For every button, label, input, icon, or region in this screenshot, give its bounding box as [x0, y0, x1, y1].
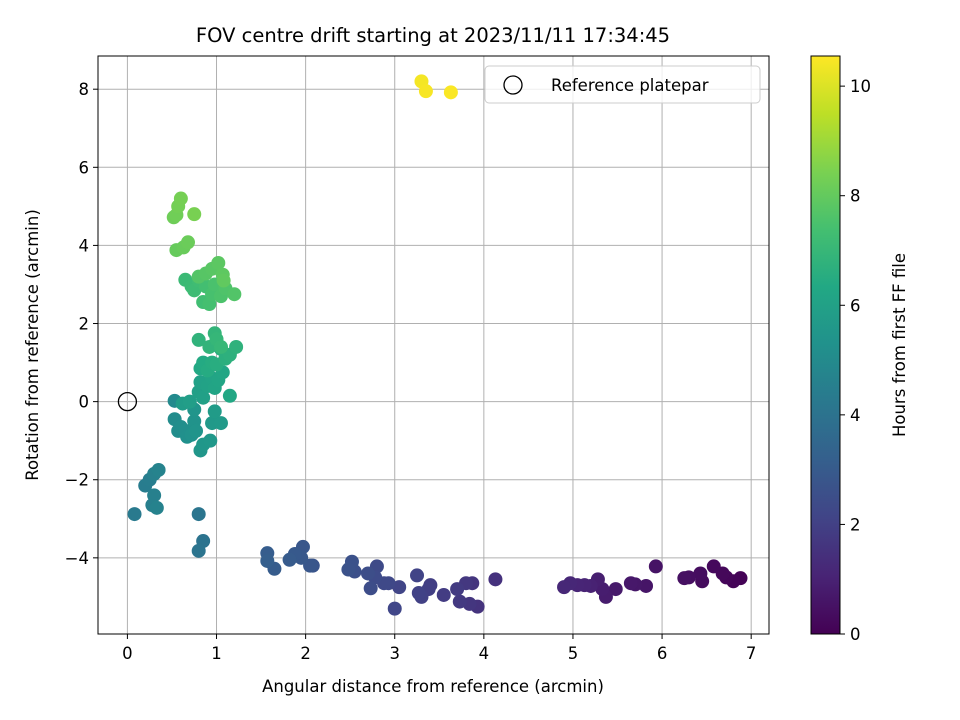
y-axis-ticks: −4 −2 0 2 4 6 8	[65, 80, 98, 568]
x-tick-label: 7	[746, 644, 757, 663]
scatter-point	[411, 585, 426, 600]
scatter-point	[227, 287, 242, 302]
scatter-point	[488, 572, 503, 587]
scatter-point	[361, 566, 376, 581]
scatter-point	[443, 85, 458, 100]
scatter-point	[191, 507, 206, 522]
x-tick-label: 2	[300, 644, 311, 663]
scatter-point	[410, 568, 425, 583]
chart-title: FOV centre drift starting at 2023/11/11 …	[196, 24, 670, 47]
scatter-point	[450, 582, 465, 597]
grid	[98, 56, 769, 634]
y-tick-label: −2	[65, 471, 89, 490]
scatter-point	[608, 582, 623, 597]
colorbar-tick-label: 0	[850, 625, 861, 644]
legend-label: Reference platepar	[551, 76, 709, 95]
colorbar-tick-label: 4	[850, 406, 861, 425]
colorbar-tick-label: 8	[850, 187, 861, 206]
scatter-point	[213, 416, 228, 431]
scatter-point	[452, 594, 467, 609]
scatter-point	[173, 191, 188, 206]
y-tick-label: −4	[65, 549, 89, 568]
y-tick-label: 6	[79, 158, 90, 177]
scatter-point	[211, 255, 226, 270]
scatter-point	[196, 390, 211, 405]
scatter-point	[207, 404, 222, 419]
scatter-point	[203, 433, 218, 448]
scatter-point	[222, 388, 237, 403]
scatter-points	[127, 74, 748, 616]
legend-marker	[503, 75, 523, 95]
x-tick-label: 0	[122, 644, 133, 663]
scatter-point	[341, 562, 356, 577]
scatter-point	[623, 576, 638, 591]
scatter-point	[229, 339, 244, 354]
y-tick-label: 8	[79, 80, 90, 99]
scatter-point	[127, 507, 142, 522]
colorbar-label: Hours from first FF file	[890, 253, 909, 437]
scatter-point	[189, 423, 204, 438]
scatter-point	[191, 332, 206, 347]
scatter-point	[260, 553, 275, 568]
scatter-point	[191, 543, 206, 558]
x-tick-label: 4	[479, 644, 490, 663]
colorbar-gradient	[810, 55, 841, 635]
colorbar-tick-label: 2	[850, 515, 861, 534]
y-tick-label: 4	[79, 236, 90, 255]
scatter-point	[181, 235, 196, 250]
reference-platepar-marker	[117, 391, 138, 412]
scatter-point	[213, 339, 228, 354]
x-tick-label: 3	[389, 644, 400, 663]
scatter-point	[151, 462, 166, 477]
colorbar: 0 2 4 6 8 10 Hours from first FF file	[810, 55, 909, 644]
scatter-point	[706, 559, 721, 574]
x-axis-ticks: 0 1 2 3 4 5 6 7	[122, 634, 756, 663]
x-tick-label: 1	[211, 644, 222, 663]
scatter-point	[693, 566, 708, 581]
y-axis-label: Rotation from reference (arcmin)	[23, 209, 42, 481]
x-tick-label: 5	[568, 644, 579, 663]
legend-box	[484, 65, 761, 104]
scatter-point	[187, 207, 202, 222]
scatter-point	[436, 587, 451, 602]
scatter-point	[282, 552, 297, 567]
x-axis-label: Angular distance from reference (arcmin)	[262, 677, 604, 696]
scatter-point	[557, 580, 572, 595]
scatter-point	[182, 394, 197, 409]
plot-area: 0 1 2 3 4 5 6 7 −4 −2 0 2 4 6 8	[65, 55, 770, 663]
scatter-point	[418, 84, 433, 99]
y-tick-label: 2	[79, 315, 90, 334]
scatter-point	[387, 601, 402, 616]
scatter-point	[639, 578, 654, 593]
scatter-point	[392, 580, 407, 595]
scatter-point	[677, 571, 692, 586]
colorbar-ticks: 0 2 4 6 8 10	[840, 77, 871, 644]
scatter-point	[363, 581, 378, 596]
scatter-point	[648, 559, 663, 574]
legend: Reference platepar	[484, 65, 761, 104]
y-tick-label: 0	[79, 393, 90, 412]
plot-frame	[97, 55, 770, 635]
colorbar-tick-label: 6	[850, 296, 861, 315]
colorbar-tick-label: 10	[850, 77, 871, 96]
x-tick-label: 6	[657, 644, 668, 663]
scatter-point	[147, 488, 162, 503]
scatter-point	[149, 500, 164, 515]
scatter-point	[216, 273, 231, 288]
